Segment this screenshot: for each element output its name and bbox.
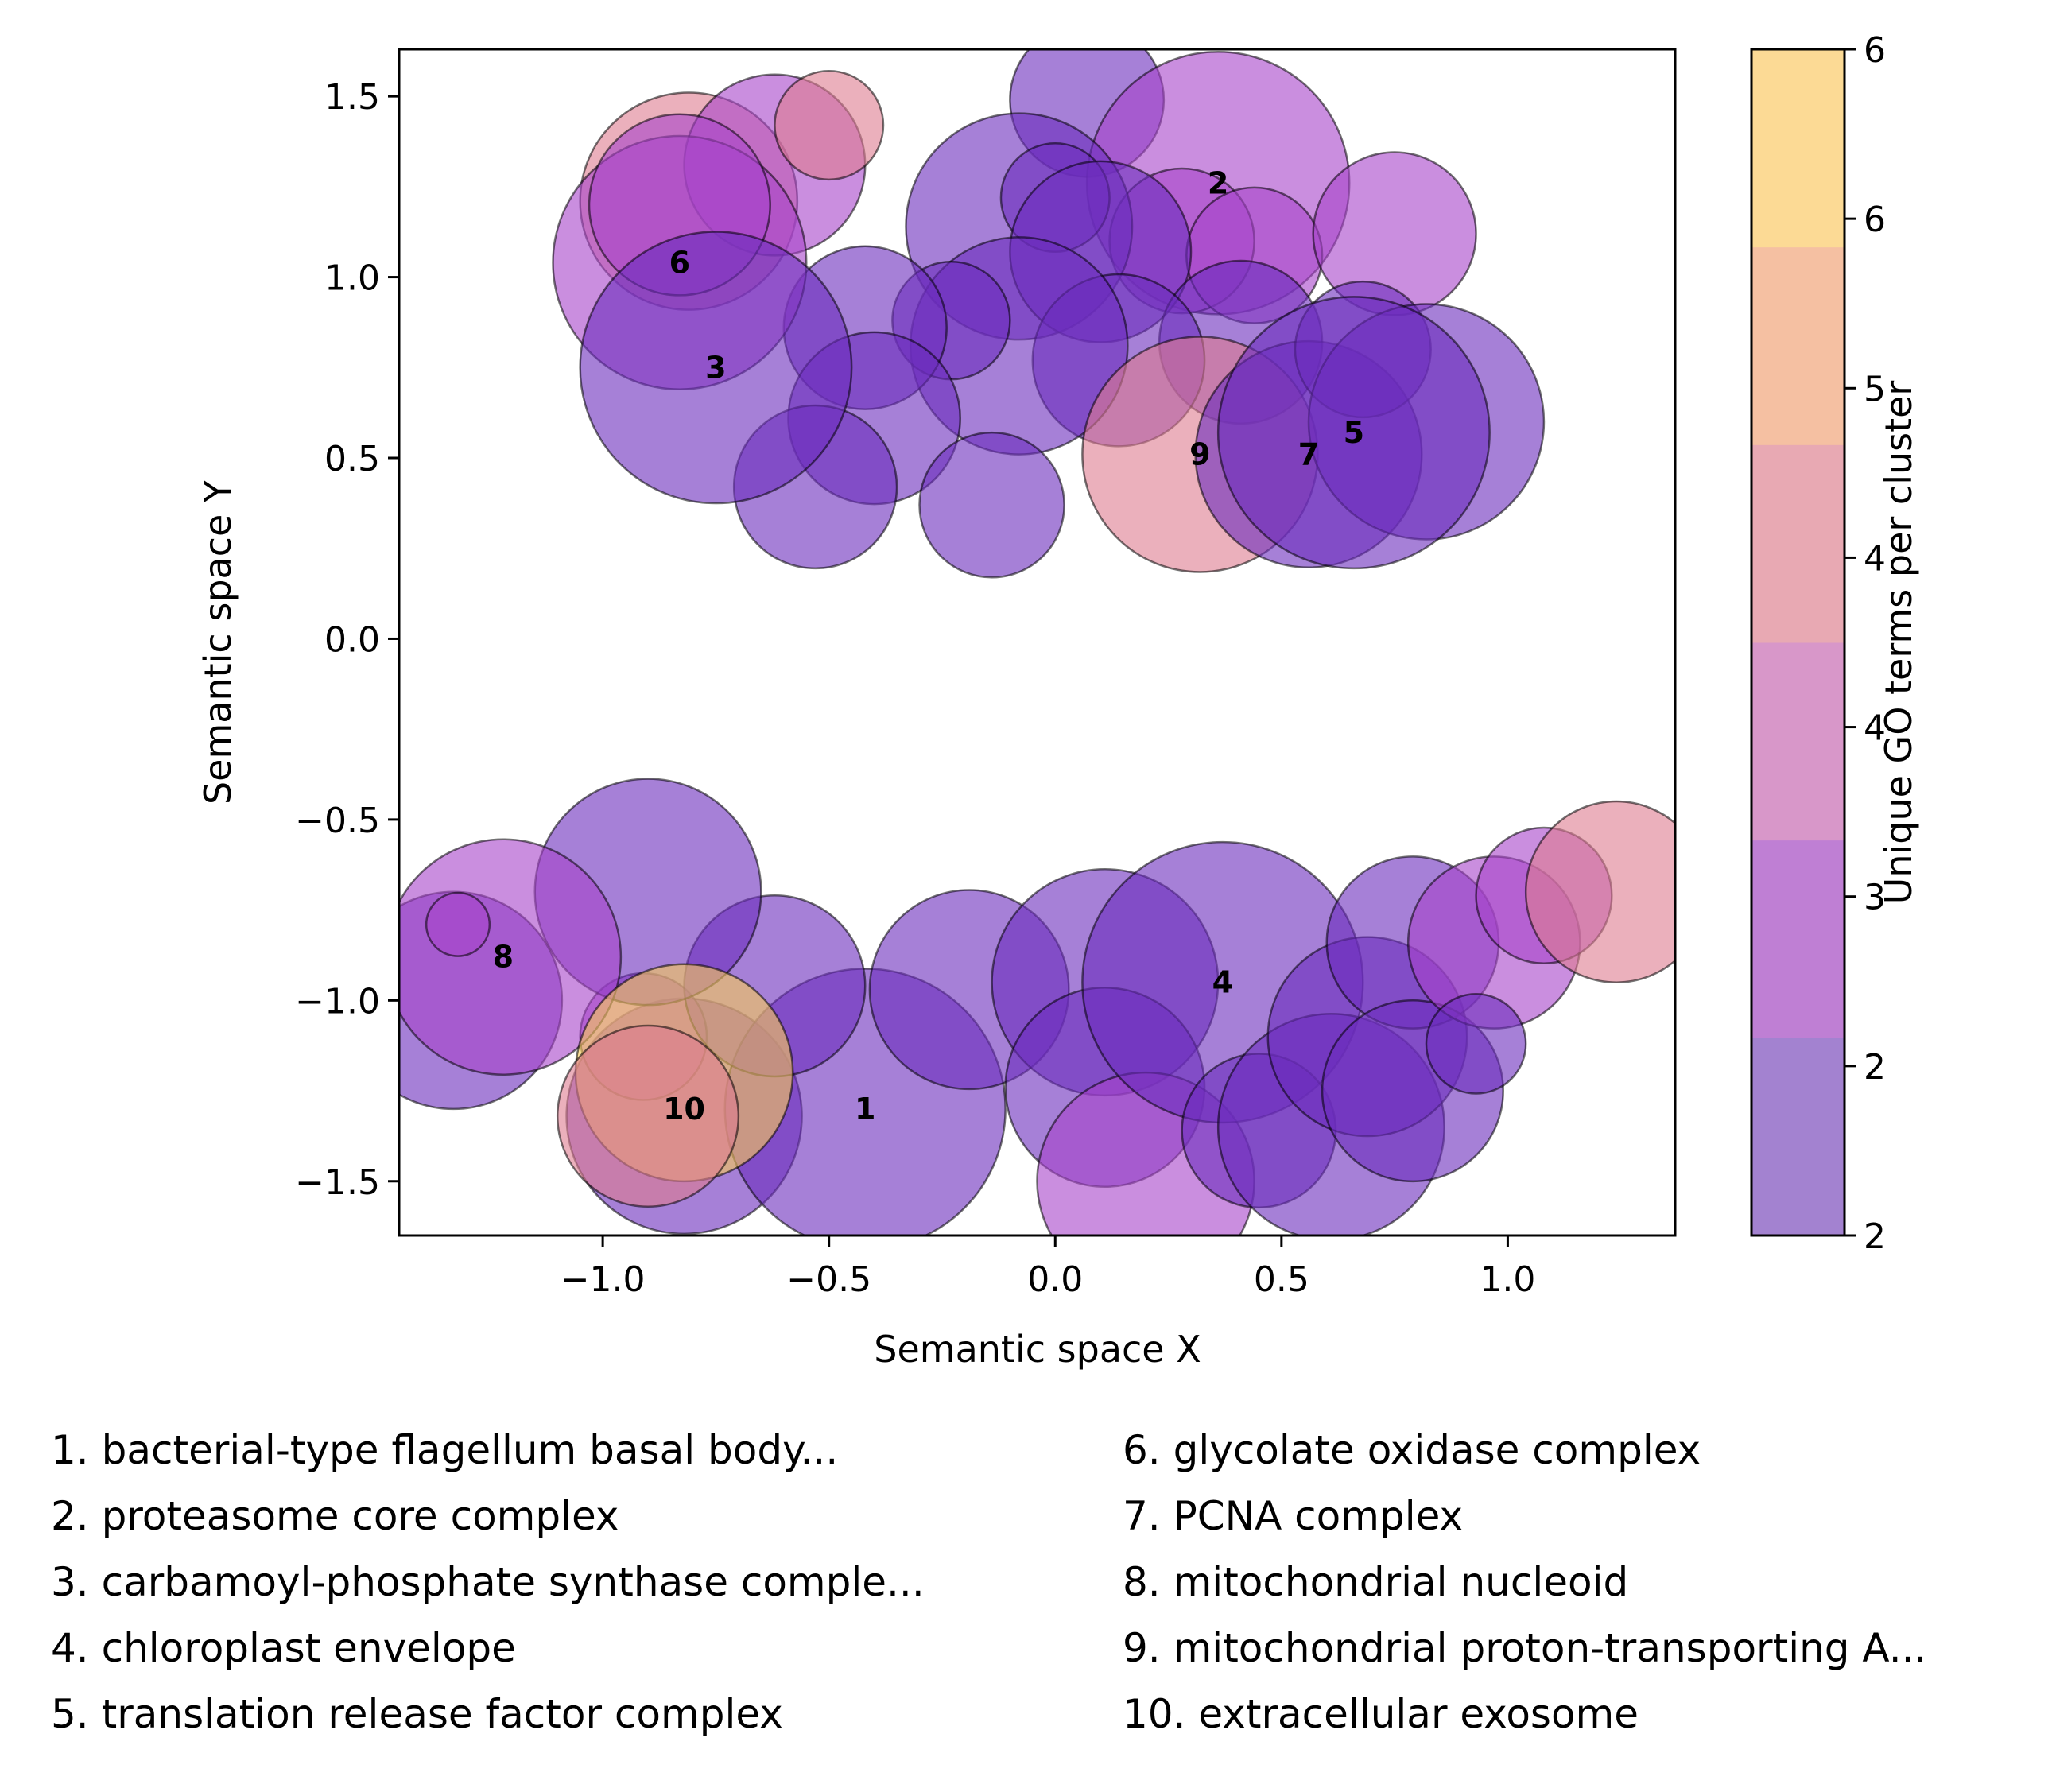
y-tick-label: 0.0: [324, 619, 380, 660]
colorbar-tick-label: 6: [1864, 200, 1886, 240]
y-axis: 1.5 1.0 0.5 0.0 −0.5 −1.0 −1.5: [295, 77, 399, 1203]
legend-item: 9. mitochondrial proton-transporting A..…: [1123, 1625, 1927, 1671]
cluster-label: 6: [669, 245, 690, 280]
colorbar-tick-label: 5: [1864, 369, 1886, 409]
colorbar-tick-label: 4: [1864, 538, 1886, 579]
bubble: [425, 891, 491, 957]
bubble-layer: [399, 49, 1675, 1235]
legend-item: 3. carbamoyl-phosphate synthase comple..…: [51, 1559, 925, 1605]
cluster-legend: 1. bacterial-type flagellum basal body..…: [0, 1427, 2052, 1761]
x-tick-label: −1.0: [561, 1259, 646, 1300]
x-tick-label: 0.5: [1254, 1259, 1309, 1300]
y-tick-label: −0.5: [295, 801, 380, 841]
colorbar-tick-label: 2: [1864, 1216, 1886, 1257]
colorbar-segment: [1751, 444, 1844, 643]
cluster-label: 5: [1344, 415, 1364, 450]
colorbar-segment: [1751, 246, 1844, 445]
cluster-label: 7: [1298, 436, 1319, 471]
colorbar-segment: [1751, 840, 1844, 1038]
legend-item: 5. translation release factor complex: [51, 1691, 783, 1737]
bubble: [918, 431, 1065, 579]
colorbar-segment: [1751, 49, 1844, 248]
colorbar-segment: [1751, 642, 1844, 841]
y-tick-label: −1.0: [295, 981, 380, 1022]
plot-frame: [398, 48, 1677, 1237]
x-axis-title: Semantic space X: [874, 1328, 1201, 1371]
cluster-label-layer: 1 2 3 4 5 6 7 8 9 10: [493, 165, 1364, 1126]
bubble: [774, 69, 885, 181]
x-tick-label: −0.5: [786, 1259, 871, 1300]
y-tick-label: 0.5: [324, 439, 380, 479]
colorbar-frame: [1750, 48, 1846, 1237]
cluster-label: 8: [493, 940, 514, 975]
legend-item: 4. chloroplast envelope: [51, 1625, 516, 1671]
colorbar: 2 2 3 4 4 5 6 6: [1750, 30, 1886, 1257]
bubble-chart: 1 2 3 4 5 6 7 8 9 10 −1.0 −0.5 0.0 0.5 1.0 1.5 1.0 0.5 0…: [196, 30, 1920, 1371]
cluster-label: 9: [1189, 436, 1210, 471]
x-axis: −1.0 −0.5 0.0 0.5 1.0: [561, 1235, 1535, 1300]
bubble: [1425, 993, 1527, 1095]
colorbar-tick-label: 6: [1864, 30, 1886, 71]
x-tick-label: 1.0: [1480, 1259, 1535, 1300]
x-tick-label: 0.0: [1027, 1259, 1083, 1300]
legend-item: 6. glycolate oxidase complex: [1123, 1427, 1701, 1473]
colorbar-segment: [1751, 1038, 1844, 1236]
y-tick-label: −1.5: [295, 1162, 380, 1203]
bubble: [579, 231, 853, 505]
cluster-label: 10: [663, 1092, 705, 1127]
colorbar-title: Unique GO terms per cluster: [1877, 381, 1920, 905]
colorbar-tick-label: 4: [1864, 708, 1886, 749]
cluster-label: 4: [1212, 965, 1233, 1000]
legend-item: 8. mitochondrial nucleoid: [1123, 1559, 1629, 1605]
y-axis-title: Semantic space Y: [196, 479, 239, 805]
cluster-label: 2: [1208, 165, 1228, 200]
bubble: [1216, 296, 1491, 570]
colorbar-tick-label: 3: [1864, 878, 1886, 918]
y-tick-label: 1.0: [324, 258, 380, 299]
legend-item: 1. bacterial-type flagellum basal body..…: [51, 1427, 839, 1473]
legend-item: 7. PCNA complex: [1123, 1493, 1464, 1539]
cluster-label: 1: [855, 1092, 875, 1127]
bubble: [556, 1024, 740, 1208]
legend-item: 2. proteasome core complex: [51, 1493, 619, 1539]
cluster-label: 3: [705, 350, 726, 385]
y-tick-label: 1.5: [324, 77, 380, 118]
legend-item: 10. extracellular exosome: [1123, 1691, 1639, 1737]
bubble: [1524, 800, 1675, 983]
colorbar-tick-label: 2: [1864, 1047, 1886, 1088]
